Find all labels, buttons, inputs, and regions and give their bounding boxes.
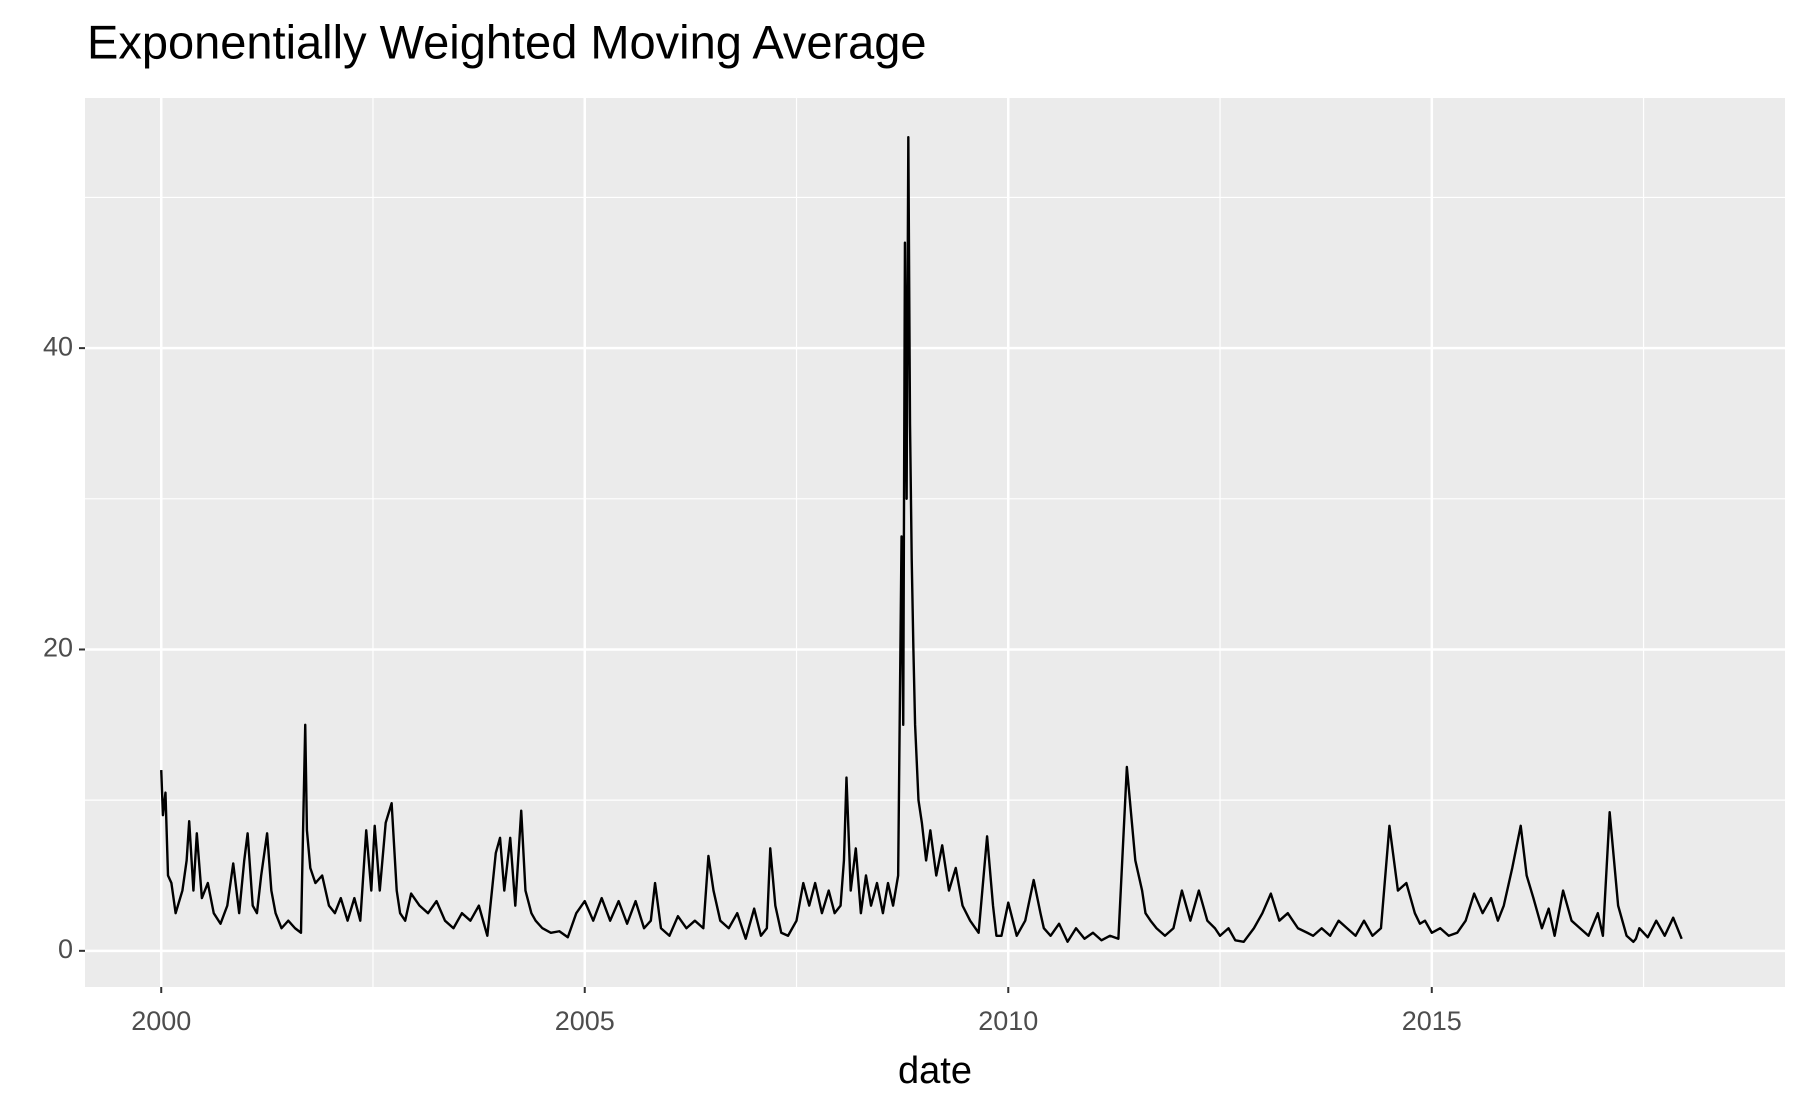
x-tick-label: 2010 [978,1006,1038,1036]
x-tick-label: 2015 [1402,1006,1462,1036]
x-axis-label: date [898,1050,972,1092]
chart-title: Exponentially Weighted Moving Average [87,15,927,68]
y-tick-label: 20 [43,633,73,663]
x-tick-label: 2000 [131,1006,191,1036]
plot-panel [85,98,1785,987]
ewma-line [160,135,1683,943]
y-tick-label: 40 [43,331,73,361]
y-tick-label: 0 [58,934,73,964]
x-tick-label: 2005 [555,1006,615,1036]
